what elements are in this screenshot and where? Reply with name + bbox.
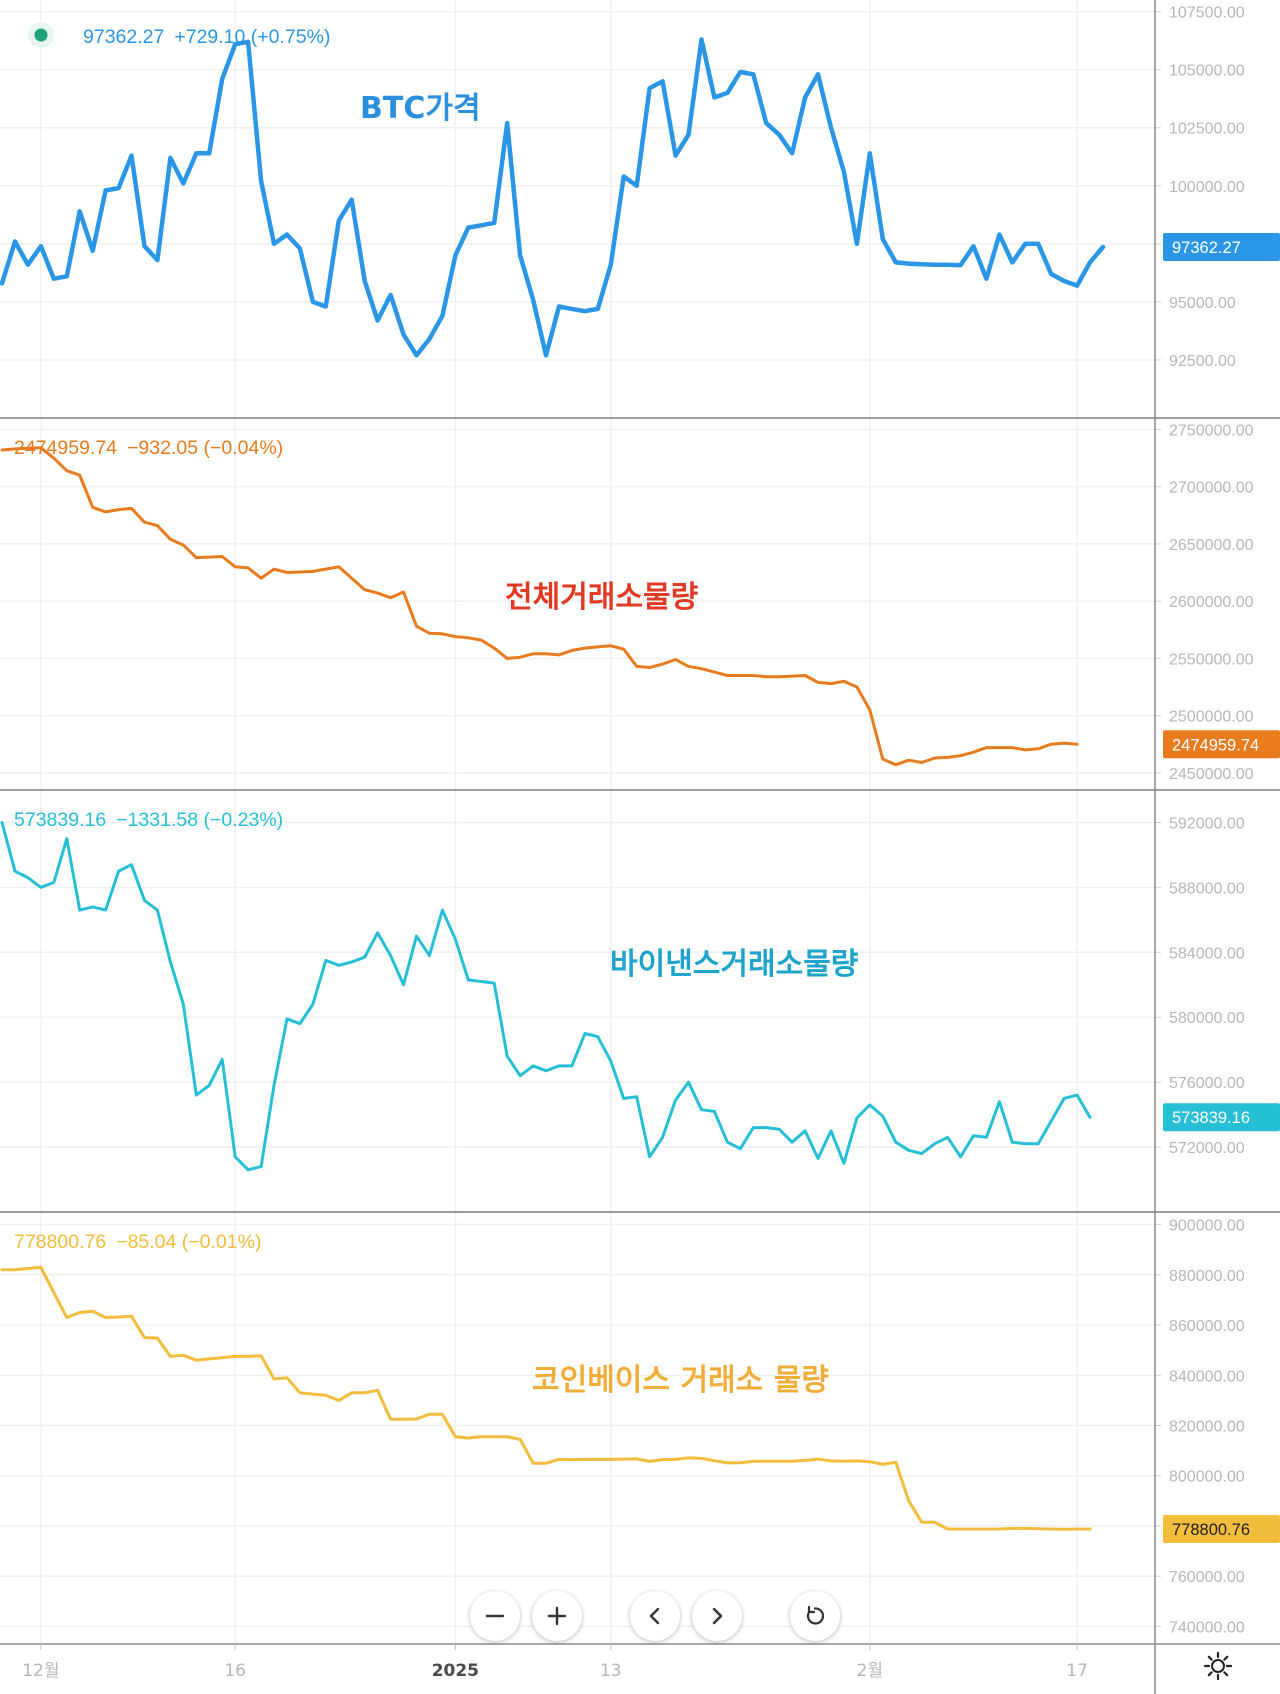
series-title: 코인베이스 거래소 물량 <box>532 1363 829 1398</box>
y-tick-label: 580000.00 <box>1169 1010 1245 1027</box>
y-tick-label: 572000.00 <box>1169 1140 1245 1157</box>
last-value-label: 573839.16 <box>1172 1109 1250 1127</box>
x-tick-label: 12월 <box>22 1661 59 1681</box>
scroll-right-button[interactable] <box>692 1591 742 1641</box>
status-dot <box>34 28 48 42</box>
series-header-value: 778800.76 <box>14 1231 106 1253</box>
series-header: 573839.16 −1331.58 (−0.23%) <box>14 809 283 831</box>
series-line[interactable] <box>0 1265 1092 1531</box>
y-tick-label: 102500.00 <box>1169 121 1245 138</box>
y-tick-label: 2500000.00 <box>1169 709 1254 726</box>
series-header: 2474959.74 −932.05 (−0.04%) <box>14 437 283 459</box>
y-tick-label: 95000.00 <box>1169 295 1236 312</box>
y-tick-label: 92500.00 <box>1169 353 1236 370</box>
series-header: 97362.27 +729.10 (+0.75%) <box>83 26 330 48</box>
reset-button[interactable] <box>790 1591 840 1641</box>
chart-pane-3: 572000.00 576000.00 580000.00 584000.00 5880… <box>0 809 1280 1213</box>
y-tick-label: 2750000.00 <box>1169 422 1254 439</box>
y-tick-label: 880000.00 <box>1169 1268 1245 1285</box>
last-value-badge <box>1163 1514 1280 1543</box>
last-value-badge <box>1163 233 1280 262</box>
grid <box>0 0 1155 1644</box>
y-tick-label: 2450000.00 <box>1169 766 1254 783</box>
y-tick-label: 840000.00 <box>1169 1368 1245 1385</box>
chart-toolbar <box>470 1591 840 1641</box>
series-header-change: −1331.58 (−0.23%) <box>116 809 283 831</box>
scroll-left-button[interactable] <box>630 1591 680 1641</box>
y-tick-label: 588000.00 <box>1169 880 1245 897</box>
y-tick-label: 820000.00 <box>1169 1418 1245 1435</box>
last-value-label: 97362.27 <box>1172 239 1241 257</box>
y-tick-label: 760000.00 <box>1169 1569 1245 1586</box>
x-tick-label: 2월 <box>857 1661 883 1681</box>
chart-pane-2: 2450000.00 2500000.00 2550000.00 2600000.00… <box>0 422 1280 791</box>
plus-icon <box>547 1606 567 1626</box>
series-title: BTC가격 <box>360 91 481 126</box>
reset-icon <box>806 1605 825 1625</box>
series-header-change: +729.10 (+0.75%) <box>174 26 330 48</box>
x-tick-label: 2025 <box>432 1661 479 1681</box>
series-header-value: 573839.16 <box>14 809 106 831</box>
x-tick-label: 13 <box>600 1661 622 1681</box>
chevron-right-icon <box>712 1607 723 1625</box>
series-header-value: 97362.27 <box>83 26 164 48</box>
zoom-out-button[interactable] <box>470 1591 520 1641</box>
y-tick-label: 2600000.00 <box>1169 594 1254 611</box>
chart-pane-1: 92500.0095000.0097500.00100000.00102500.… <box>0 5 1280 419</box>
y-tick-label: 900000.00 <box>1169 1218 1245 1235</box>
minus-icon <box>485 1614 505 1618</box>
series-header-change: −932.05 (−0.04%) <box>127 437 283 459</box>
y-tick-label: 740000.00 <box>1169 1619 1245 1636</box>
y-tick-label: 100000.00 <box>1169 179 1245 196</box>
y-tick-label: 592000.00 <box>1169 815 1245 832</box>
x-tick-label: 16 <box>224 1661 246 1681</box>
series-line[interactable] <box>0 37 1106 358</box>
chevron-left-icon <box>649 1607 660 1625</box>
series-header: 778800.76 −85.04 (−0.01%) <box>14 1231 261 1253</box>
y-tick-label: 107500.00 <box>1169 5 1245 22</box>
last-value-badge <box>1163 730 1280 759</box>
y-tick-label: 2650000.00 <box>1169 537 1254 554</box>
last-value-badge <box>1163 1103 1280 1132</box>
series-header-change: −85.04 (−0.01%) <box>116 1231 261 1253</box>
last-value-label: 778800.76 <box>1172 1521 1250 1539</box>
last-value-label: 2474959.74 <box>1172 736 1259 754</box>
y-tick-label: 2550000.00 <box>1169 651 1254 668</box>
series-title: 바이낸스거래소물량 <box>610 947 859 982</box>
y-tick-label: 584000.00 <box>1169 945 1245 962</box>
y-tick-label: 2700000.00 <box>1169 480 1254 497</box>
zoom-in-button[interactable] <box>532 1591 582 1641</box>
series-header-value: 2474959.74 <box>14 437 117 459</box>
y-tick-label: 105000.00 <box>1169 63 1245 80</box>
series-line[interactable] <box>0 446 1079 767</box>
gear-icon[interactable] <box>1203 1651 1233 1681</box>
y-tick-label: 860000.00 <box>1169 1318 1245 1335</box>
series-line[interactable] <box>0 821 1092 1172</box>
x-tick-label: 17 <box>1066 1661 1088 1681</box>
series-title: 전체거래소물량 <box>505 580 699 615</box>
y-tick-label: 576000.00 <box>1169 1075 1245 1092</box>
y-tick-label: 800000.00 <box>1169 1469 1245 1486</box>
chart-pane-4: 740000.00760000.00780000.00800000.008200… <box>0 1218 1280 1636</box>
